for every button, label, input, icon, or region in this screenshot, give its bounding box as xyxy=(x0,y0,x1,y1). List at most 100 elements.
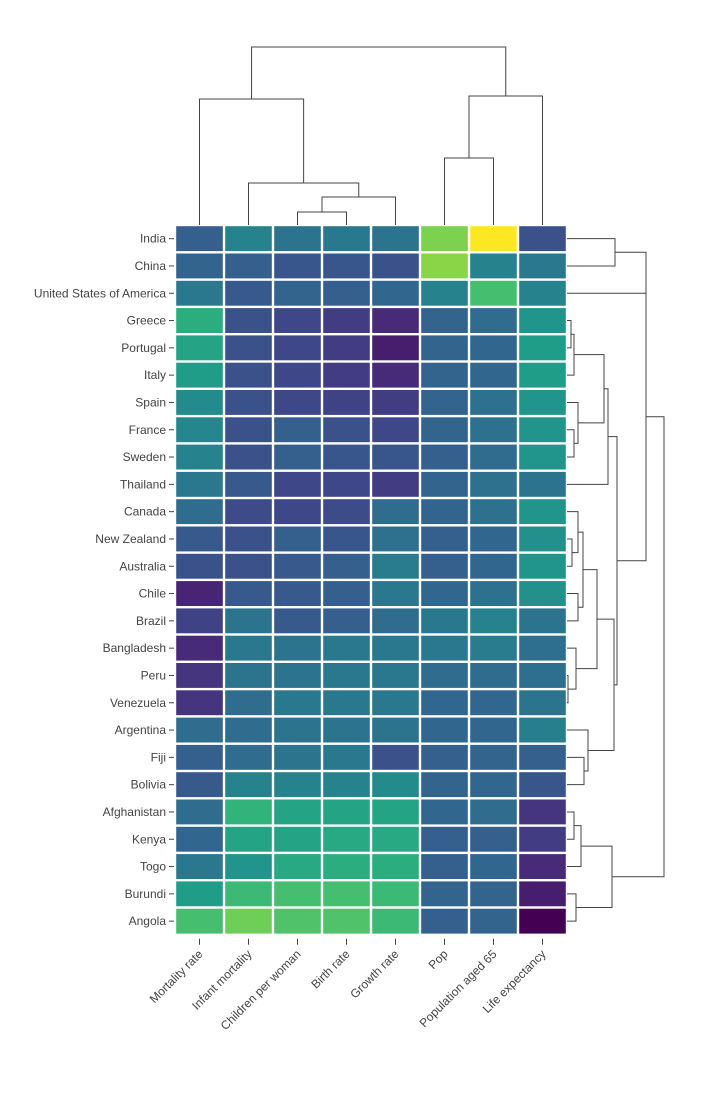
heatmap-cell xyxy=(274,444,321,470)
heatmap-cell xyxy=(421,608,468,634)
heatmap-cell xyxy=(470,799,517,825)
row-label: New Zealand xyxy=(95,532,166,546)
dendrogram-link xyxy=(567,729,589,772)
heatmap-cell xyxy=(421,881,468,907)
heatmap-cell xyxy=(176,553,223,579)
heatmap-cell xyxy=(176,226,223,252)
heatmap-cell xyxy=(323,226,370,252)
heatmap-cell xyxy=(470,581,517,606)
heatmap-cell xyxy=(470,499,517,525)
heatmap-cell xyxy=(470,471,517,497)
heatmap-cell xyxy=(519,526,566,552)
heatmap-cell xyxy=(274,635,321,661)
heatmap-cell xyxy=(421,744,468,770)
row-label: Burundi xyxy=(125,887,166,901)
heatmap-cell xyxy=(519,608,566,634)
heatmap-cell xyxy=(421,854,468,879)
heatmap-cell xyxy=(372,799,419,825)
heatmap-cell xyxy=(519,854,566,879)
heatmap-cell xyxy=(323,417,370,443)
heatmap-cell xyxy=(519,717,566,743)
heatmap-cell xyxy=(372,417,419,443)
row-labels: India China United States of America Greece… xyxy=(34,232,174,928)
row-label: Fiji xyxy=(151,750,166,764)
heatmap-cell xyxy=(323,826,370,852)
row-label: Australia xyxy=(119,559,166,573)
heatmap-cell xyxy=(323,308,370,333)
heatmap-cell xyxy=(323,335,370,361)
heatmap-cell xyxy=(372,335,419,361)
row-label: Brazil xyxy=(136,614,166,628)
row-label: Sweden xyxy=(123,450,166,464)
heatmap-cell xyxy=(470,417,517,443)
heatmap-cell xyxy=(421,799,468,825)
row-label: China xyxy=(135,259,167,273)
row-label: Bangladesh xyxy=(103,641,166,655)
heatmap-cell xyxy=(274,553,321,579)
heatmap-cell xyxy=(225,717,272,743)
heatmap-cell xyxy=(519,553,566,579)
heatmap-cell xyxy=(519,362,566,388)
heatmap-cell xyxy=(519,308,566,333)
row-label: Argentina xyxy=(115,723,167,737)
heatmap-cell xyxy=(176,335,223,361)
heatmap-cell xyxy=(470,335,517,361)
heatmap-cell xyxy=(421,826,468,852)
heatmap-cell xyxy=(519,826,566,852)
heatmap-cell xyxy=(274,799,321,825)
dendrogram-link xyxy=(297,211,347,225)
heatmap-cell xyxy=(323,553,370,579)
heatmap-cell xyxy=(274,499,321,525)
heatmap-cell xyxy=(176,799,223,825)
heatmap-cell xyxy=(274,908,321,934)
heatmap-cell xyxy=(323,499,370,525)
heatmap-cell xyxy=(372,854,419,879)
heatmap-cell xyxy=(421,471,468,497)
heatmap-cell xyxy=(225,471,272,497)
heatmap-cell xyxy=(519,280,566,306)
heatmap-cell xyxy=(519,499,566,525)
heatmap-cell xyxy=(470,881,517,907)
heatmap-cell xyxy=(421,635,468,661)
heatmap-cell xyxy=(323,390,370,415)
heatmap-cell xyxy=(519,744,566,770)
heatmap-cell xyxy=(176,772,223,798)
heatmap-cell xyxy=(274,417,321,443)
heatmap-cell xyxy=(225,253,272,279)
heatmap-cell xyxy=(176,499,223,525)
heatmap-cell xyxy=(274,362,321,388)
column-label: Pop xyxy=(426,947,451,972)
dendrogram-link xyxy=(567,756,585,786)
heatmap-cell xyxy=(225,854,272,879)
heatmap-cell xyxy=(274,744,321,770)
heatmap-cell xyxy=(470,308,517,333)
heatmap-cell xyxy=(519,881,566,907)
heatmap-cell xyxy=(421,663,468,688)
heatmap-cell xyxy=(323,253,370,279)
heatmap-cell xyxy=(421,690,468,716)
row-label: Spain xyxy=(135,395,166,409)
row-label: Bolivia xyxy=(131,778,167,792)
heatmap-cell xyxy=(421,553,468,579)
heatmap-cell xyxy=(323,744,370,770)
heatmap-cell xyxy=(225,799,272,825)
row-label: United States of America xyxy=(34,286,166,300)
dendrogram-link xyxy=(567,401,579,444)
heatmap-cell xyxy=(470,362,517,388)
dendrogram-link xyxy=(578,531,584,608)
heatmap-cell xyxy=(323,581,370,606)
column-label: Growth rate xyxy=(347,947,401,1001)
heatmap-cell xyxy=(470,717,517,743)
heatmap-cell xyxy=(274,253,321,279)
heatmap-cell xyxy=(274,663,321,688)
heatmap-cell xyxy=(323,717,370,743)
heatmap-cell xyxy=(372,608,419,634)
heatmap-cell xyxy=(323,608,370,634)
heatmap-cell xyxy=(323,444,370,470)
heatmap-cell xyxy=(176,362,223,388)
heatmap-cell xyxy=(421,581,468,606)
heatmap-cell xyxy=(225,772,272,798)
dendrogram-link xyxy=(567,674,569,704)
heatmap-cell xyxy=(225,526,272,552)
